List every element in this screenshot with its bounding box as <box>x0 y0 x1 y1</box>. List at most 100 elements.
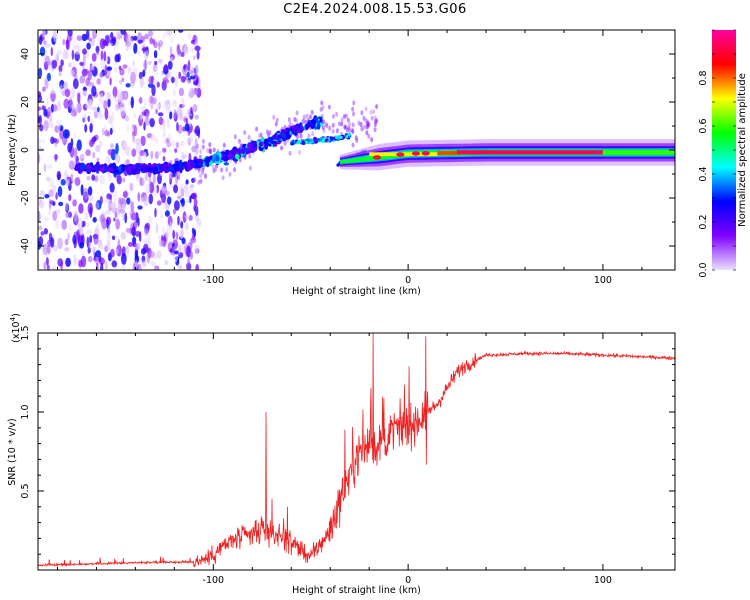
noise-blob <box>108 202 114 208</box>
noise-blob <box>288 150 292 156</box>
noise-blob <box>319 107 323 112</box>
noise-blob <box>104 129 109 137</box>
noise-blob <box>191 145 197 153</box>
noise-blob <box>57 258 64 267</box>
y-tick-label: 1.0 <box>20 404 31 419</box>
noise-blob <box>125 115 129 122</box>
trace-descending <box>339 135 343 139</box>
noise-blob <box>127 66 132 74</box>
noise-blob <box>99 38 106 50</box>
y-tick-label: 0.5 <box>20 483 31 498</box>
noise-blob <box>97 106 100 113</box>
noise-blob <box>51 184 57 193</box>
noise-blob <box>174 148 178 153</box>
noise-blob <box>122 64 128 69</box>
trace-rising <box>305 124 310 129</box>
noise-blob <box>111 260 118 268</box>
noise-blob <box>54 153 58 163</box>
x-tick-label: -100 <box>203 575 225 586</box>
noise-blob <box>255 126 259 132</box>
x-tick-label: -100 <box>203 275 225 286</box>
noise-blob <box>172 209 176 215</box>
noise-blob <box>327 104 331 110</box>
noise-blob <box>177 124 183 134</box>
noise-blob <box>340 121 344 127</box>
noise-blob <box>206 148 210 153</box>
trace-rising <box>187 165 191 170</box>
noise-blob <box>120 253 127 265</box>
noise-blob <box>38 262 41 269</box>
noise-blob <box>144 116 150 126</box>
noise-blob <box>343 113 346 119</box>
noise-blob <box>46 163 53 169</box>
noise-blob <box>140 105 146 113</box>
noise-blob <box>69 70 76 77</box>
noise-blob <box>180 229 184 239</box>
noise-blob <box>130 96 134 109</box>
noise-blob <box>91 174 96 181</box>
trace-descending <box>325 138 329 142</box>
trace-rising <box>168 166 175 172</box>
noise-blob <box>186 79 192 86</box>
noise-blob <box>107 71 112 77</box>
noise-blob <box>115 248 119 255</box>
noise-blob <box>162 119 165 127</box>
noise-blob <box>173 255 178 263</box>
noise-blob <box>46 176 50 182</box>
colorbar-tick-label: 0.8 <box>698 70 709 85</box>
noise-blob <box>144 98 147 110</box>
noise-blob <box>194 45 201 52</box>
noise-blob <box>68 224 73 232</box>
noise-blob <box>86 42 91 50</box>
noise-blob <box>144 171 149 181</box>
noise-blob <box>120 30 127 36</box>
noise-blob <box>115 104 120 112</box>
noise-blob <box>144 33 150 40</box>
noise-blob <box>139 177 145 187</box>
noise-blob <box>58 65 63 72</box>
trace-rising <box>258 141 264 147</box>
trace-rising <box>158 164 163 170</box>
noise-blob <box>48 115 53 122</box>
noise-blob <box>108 42 113 47</box>
noise-blob <box>94 175 99 182</box>
noise-blob <box>175 141 179 149</box>
noise-blob <box>150 134 156 142</box>
noise-blob <box>150 104 154 110</box>
noise-blob <box>190 106 193 115</box>
noise-blob <box>45 43 51 48</box>
noise-blob <box>84 212 89 220</box>
noise-blob <box>100 58 105 69</box>
noise-blob <box>179 140 185 147</box>
noise-blob <box>85 30 90 40</box>
noise-blob <box>147 61 152 65</box>
noise-blob <box>96 78 101 85</box>
noise-blob <box>154 60 158 66</box>
noise-blob <box>83 187 89 200</box>
noise-blob <box>225 167 229 173</box>
noise-blob <box>158 124 164 130</box>
noise-blob <box>85 222 90 229</box>
noise-blob <box>155 103 161 109</box>
noise-blob <box>95 144 101 153</box>
noise-blob <box>162 147 167 153</box>
noise-blob <box>184 214 190 219</box>
trace-rising <box>277 135 282 139</box>
noise-blob <box>99 141 103 147</box>
noise-blob <box>140 135 146 146</box>
noise-blob <box>193 198 198 207</box>
noise-blob <box>171 140 176 147</box>
noise-blob <box>98 93 104 104</box>
noise-blob <box>91 245 97 251</box>
noise-blob <box>328 125 332 131</box>
y-scale-base: (x10 <box>11 321 22 342</box>
noise-blob <box>147 83 154 88</box>
noise-blob <box>307 133 311 139</box>
noise-blob <box>95 51 100 56</box>
noise-blob <box>151 97 157 105</box>
noise-blob <box>55 138 60 144</box>
noise-blob <box>194 125 201 137</box>
noise-blob <box>85 149 91 157</box>
noise-blob <box>47 106 52 117</box>
trace-rising <box>267 136 274 143</box>
